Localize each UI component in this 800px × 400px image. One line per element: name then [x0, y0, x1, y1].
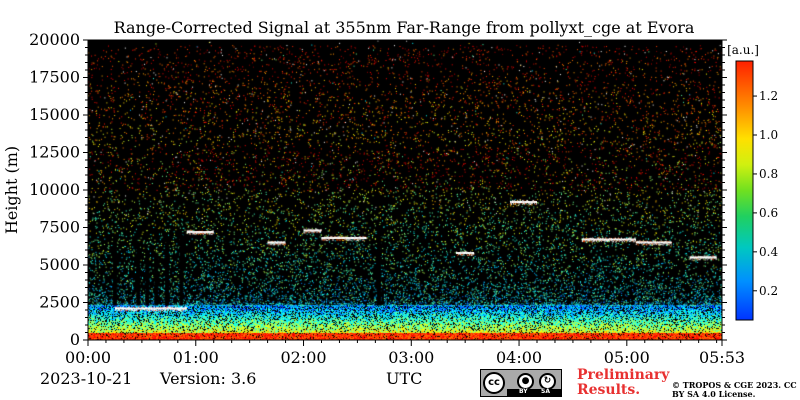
- cc-by-sa-icon: cc ● ↻ BY SA: [480, 369, 562, 397]
- y-tick-label: 7500: [39, 218, 80, 237]
- x-tick-label: 00:00: [65, 348, 111, 367]
- colorbar-tick-label: 0.6: [759, 206, 778, 220]
- x-tick-label: 05:53: [699, 348, 745, 367]
- signal-heatmap: [88, 40, 722, 340]
- date-label: 2023-10-21: [40, 369, 133, 388]
- x-tick-label: 04:00: [496, 348, 542, 367]
- colorbar-ticks: 0.2 0.4 0.6 0.8 1.0 1.2: [753, 89, 778, 298]
- x-tick-label: 05:00: [604, 348, 650, 367]
- colorbar-tick-label: 0.8: [759, 167, 778, 181]
- y-tick-label: 12500: [29, 143, 80, 162]
- colorbar-tick-label: 1.0: [759, 128, 778, 142]
- y-tick-label: 17500: [29, 68, 80, 87]
- y-tick-label: 10000: [29, 180, 80, 199]
- y-tick-label: 0: [70, 330, 80, 349]
- y-tick-label: 20000: [29, 30, 80, 49]
- colorbar-tick-label: 0.2: [759, 284, 778, 298]
- badge-sa-text: SA: [541, 388, 550, 395]
- preliminary-results-label: Preliminary Results.: [577, 367, 670, 398]
- version-label: Version: 3.6: [160, 369, 257, 388]
- axes: 0 2500 5000 7500 10000 12500 15000 17500 20000 00…: [29, 30, 745, 367]
- chart-title: Range-Corrected Signal at 355nm Far-Rang…: [114, 18, 695, 37]
- colorbar: [735, 60, 754, 321]
- copyright-notice: © TROPOS & CGE 2023. CC BY SA 4.0 Licens…: [672, 380, 797, 399]
- x-tick-label: 01:00: [173, 348, 219, 367]
- y-axis-label: Height (m): [2, 146, 21, 234]
- x-tick-label: 02:00: [280, 348, 326, 367]
- colorbar-unit-label: [a.u.]: [727, 43, 759, 57]
- creative-commons-icon: cc: [483, 372, 505, 394]
- time-axis-unit: UTC: [386, 369, 423, 388]
- x-tick-label: 03:00: [388, 348, 434, 367]
- colorbar-tick-label: 1.2: [759, 89, 778, 103]
- colorbar-tick-label: 0.4: [759, 245, 778, 259]
- badge-by-text: BY: [519, 388, 528, 395]
- y-tick-label: 2500: [39, 293, 80, 312]
- plot-area: [88, 40, 722, 340]
- y-tick-label: 5000: [39, 255, 80, 274]
- y-tick-label: 15000: [29, 105, 80, 124]
